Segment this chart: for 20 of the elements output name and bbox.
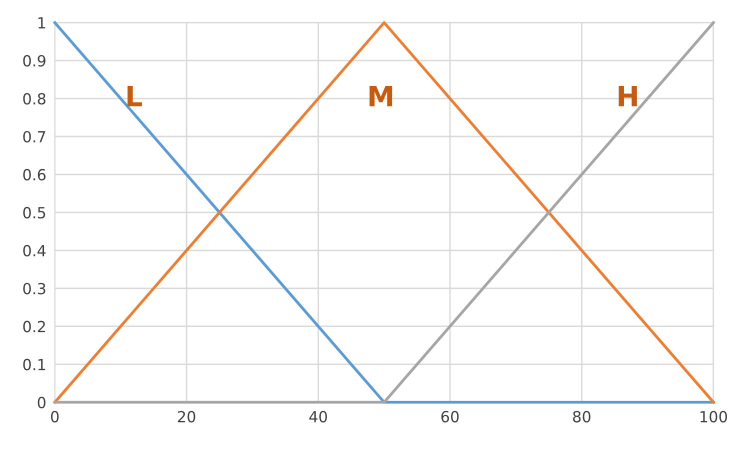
x-tick-label: 80 — [573, 410, 590, 422]
annotation: M — [370, 86, 392, 106]
y-tick-label: 0.5 — [23, 206, 46, 218]
x-tick-label: 100 — [700, 410, 728, 422]
y-tick-label: 1 — [38, 17, 46, 28]
y-tick-label: 0 — [38, 396, 46, 408]
x-tick-label: 0 — [50, 410, 59, 422]
y-tick-label: 0.3 — [23, 282, 46, 294]
x-tick-label: 40 — [309, 410, 327, 422]
y-tick-label: 0.9 — [23, 55, 46, 67]
y-tick-label: 0.1 — [23, 358, 46, 370]
y-tick-label: 0.2 — [23, 320, 45, 332]
annotation: L — [128, 86, 142, 106]
y-tick-label: 0.4 — [23, 244, 46, 256]
y-tick-label: 0.6 — [23, 168, 46, 180]
x-tick-label: 60 — [441, 410, 459, 422]
y-tick-label: 0.7 — [23, 130, 46, 143]
y-tick-label: 0.8 — [23, 93, 46, 105]
x-tick-label: 20 — [178, 410, 196, 422]
annotation: H — [618, 86, 637, 106]
